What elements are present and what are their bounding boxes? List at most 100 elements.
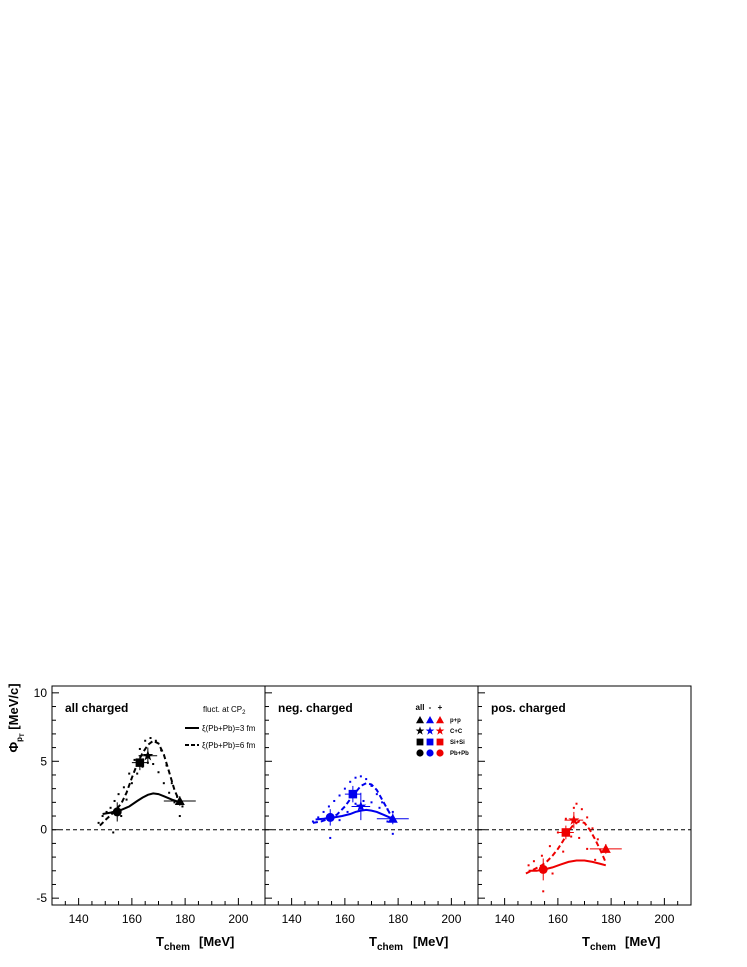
x-tick-label: 140 [495,912,515,926]
band-dot [548,845,551,848]
legend-solid-label: ξ(Pb+Pb)=3 fm [202,724,256,733]
legend-marker-star [425,726,435,735]
band-dot [133,758,136,761]
system-legend-label: C+C [450,729,463,735]
band-dot [391,832,394,835]
y-axis-title-main: Φ [6,742,21,753]
y-tick-label: 0 [40,823,47,837]
band-dot [162,782,165,785]
plot-frame [264,685,479,906]
x-axis-unit: [MeV] [199,934,234,949]
panel-title: pos. charged [491,701,566,715]
band-dot [338,819,341,822]
band-dot [378,806,381,809]
band-dot [101,815,104,818]
x-axis-title-2: Tchem [MeV] [369,934,448,953]
band-dot [144,739,147,742]
band-dot [130,782,133,785]
band-dot [542,890,545,893]
legend-marker-square [416,738,424,746]
x-axis-title-1: Tchem [MeV] [156,934,234,953]
x-axis-title-sub: chem [164,942,190,953]
panel-1: 140 160 180 200 -5 0 5 10 all charged [34,685,266,926]
x-tick-label: 140 [282,912,302,926]
curve-legend: fluct. at CP2 ξ(Pb+Pb)=3 fm ξ(Pb+Pb)=6 f… [185,705,256,750]
band-dot [317,816,320,819]
band-dot [551,872,554,875]
band-dot [113,799,116,802]
y-axis-title: ΦpT [MeV/c] [6,683,26,752]
band-dot [578,836,581,839]
legend-marker-square [436,738,444,746]
y-axis-unit: [MeV/c] [6,683,21,729]
legend-marker-circle [436,749,444,757]
legend-fluct-sub: 2 [242,710,246,716]
band-dot [391,810,394,813]
y-tick-label: 10 [34,686,48,700]
band-dot [333,799,336,802]
band-dot [381,801,384,804]
panel-3: 140 160 180 200 pos. charged [477,685,692,926]
legend-fluct-label: fluct. at CP [203,705,242,714]
band-dot [112,831,115,834]
x-tick-label: 160 [335,912,355,926]
band-dot [122,786,125,789]
band-dot [359,775,362,778]
band-dot [354,802,357,805]
band-dot [586,816,589,819]
band-dot [152,763,155,766]
band-dot [540,854,543,857]
x-axis-unit: [MeV] [625,934,660,949]
band-dot [125,798,128,801]
band-dot [562,850,565,853]
system-legend-header: + [438,703,443,712]
data-point-triangle [387,813,398,823]
legend-marker-circle [426,749,434,757]
band-dot [327,805,330,808]
band-dot [596,838,599,841]
band-dot [580,808,583,811]
band-dot [173,801,176,804]
band-dot [120,815,123,818]
x-tick-label: 180 [601,912,621,926]
band-dot [105,810,108,813]
legend-marker-triangle [436,716,444,724]
x-tick-label: 180 [175,912,195,926]
band-dot [322,810,325,813]
svg-text:ΦpT [MeV/c]: ΦpT [MeV/c] [6,683,26,752]
y-tick-label: 5 [40,754,47,768]
band-dot [527,864,530,867]
x-tick-label: 140 [69,912,89,926]
data-point-square [561,828,571,837]
data-point-triangle [174,795,185,805]
y-axis-title-subsub: T [20,733,26,737]
band-dot [586,847,589,850]
data-point-star [568,814,580,825]
panel-title: all charged [65,701,128,715]
x-axis-title-3: Tchem [MeV] [582,934,660,953]
band-dot [128,772,131,775]
band-dot [343,787,346,790]
band-dot [386,820,389,823]
band-dot [572,806,575,809]
x-axis-title-main: T [582,934,590,949]
panels: 140 160 180 200 -5 0 5 10 all charged 140 160 180 20… [34,685,692,926]
legend-marker-triangle [426,716,434,724]
band-dot [138,747,141,750]
data-point-circle [538,864,548,874]
y-axis-title-sub: p [15,737,24,742]
band-dot [365,778,368,781]
legend-dashed-label: ξ(Pb+Pb)=6 fm [202,741,256,750]
band-dot [329,836,332,839]
panel-title: neg. charged [278,701,353,715]
x-tick-label: 200 [441,912,461,926]
legend-marker-square [426,738,434,746]
band-dot [168,791,171,794]
data-point-square [135,758,145,767]
svg-text:Tchem: Tchem [156,934,190,953]
band-dot [170,782,173,785]
plot-frame [51,685,266,906]
system-legend-label: p+p [450,718,461,724]
band-dot [181,805,184,808]
